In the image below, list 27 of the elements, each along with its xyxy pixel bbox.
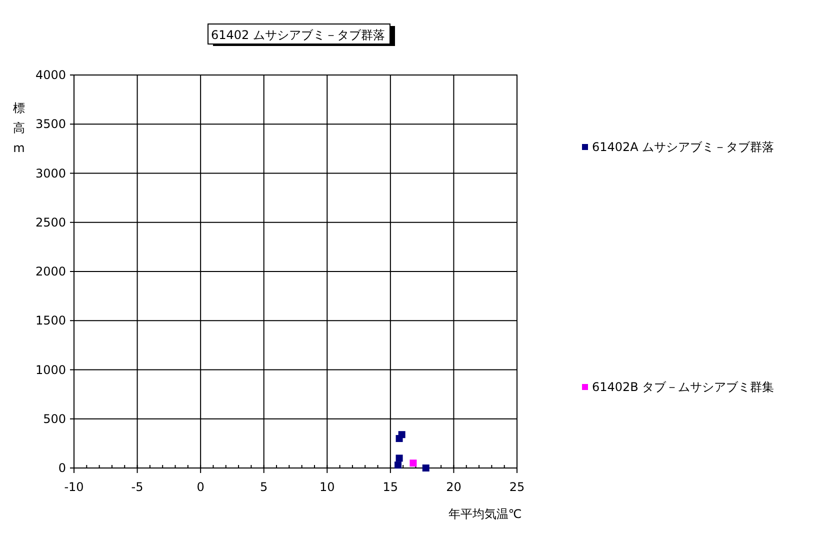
y-tick-label: 2000 [35, 264, 66, 278]
point [422, 464, 430, 472]
chart-title: 61402 ムサシアブミ－タブ群落 [211, 28, 385, 42]
y-tick-label: 3500 [35, 117, 66, 132]
x-tick-label: -5 [131, 480, 144, 494]
y-tick-label: 2500 [35, 215, 66, 230]
x-tick-label: -10 [64, 480, 84, 494]
y-tick-label: 1000 [35, 362, 66, 377]
x-tick-label: 25 [509, 480, 525, 494]
point [394, 462, 402, 469]
x-tick-label: 15 [382, 480, 398, 494]
y-axis-title: 標高m [13, 101, 25, 155]
y-tick-label: 0 [58, 461, 66, 475]
point [410, 460, 417, 467]
y-tick-label: 500 [43, 412, 66, 426]
y-tick-label: 3000 [35, 166, 66, 180]
y-tick-label: 4000 [35, 68, 66, 82]
x-tick-label: 5 [260, 480, 268, 494]
legend-label: 61402A ムサシアブミ－タブ群落 [592, 140, 774, 154]
point [398, 431, 406, 438]
x-axis-title: 年平均気温℃ [448, 507, 522, 521]
legend-label: 61402B タブ－ムサシアブミ群集 [592, 380, 774, 394]
y-tick-label: 1500 [35, 314, 66, 328]
x-tick-label: 20 [446, 480, 462, 494]
x-tick-label: 0 [196, 480, 204, 494]
point [396, 454, 403, 462]
x-tick-label: 10 [320, 480, 335, 494]
